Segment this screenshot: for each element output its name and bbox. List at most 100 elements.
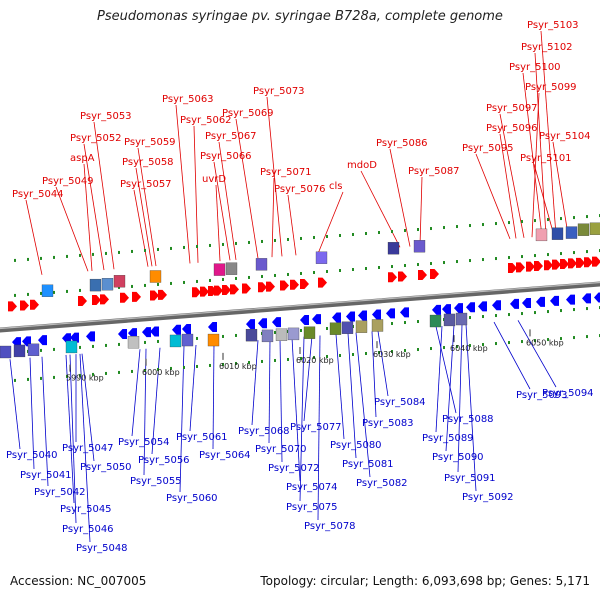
gene-feature-box	[355, 320, 368, 333]
forward-gene-arrow	[592, 256, 600, 267]
tick-dot	[105, 343, 107, 347]
tick-dot	[92, 344, 94, 348]
accession-text: Accession: NC_007005	[10, 574, 147, 588]
tick-dot	[404, 321, 406, 325]
tick-dot	[443, 261, 445, 265]
leader-line	[493, 321, 531, 390]
leader-line	[335, 334, 345, 440]
tick-dot	[469, 224, 471, 228]
tick-dot	[235, 361, 237, 365]
tick-dot	[105, 371, 107, 375]
forward-gene-arrow	[214, 285, 223, 296]
reverse-gene-arrow	[522, 297, 531, 308]
tick-dot	[261, 359, 263, 363]
gene-feature-box	[0, 345, 12, 359]
tick-dot	[79, 345, 81, 349]
tick-dot	[40, 348, 42, 352]
reverse-gene-arrow	[566, 294, 575, 305]
tick-dot	[352, 268, 354, 272]
tick-dot	[274, 273, 276, 277]
reverse-gene-arrow	[258, 318, 267, 329]
tick-dot	[495, 314, 497, 318]
leader-line	[83, 143, 105, 271]
tick-dot	[92, 252, 94, 256]
forward-gene-arrow	[534, 261, 543, 272]
tick-dot	[586, 307, 588, 311]
leader-line	[287, 194, 297, 256]
gene-feature-box	[371, 319, 384, 332]
gene-label-Psyr_5074: Psyr_5074	[286, 482, 338, 493]
tick-dot	[430, 227, 432, 231]
leader-line	[218, 141, 237, 260]
tick-dot	[222, 277, 224, 281]
forward-gene-arrow	[560, 259, 569, 270]
forward-gene-arrow	[8, 301, 17, 312]
forward-gene-arrow	[120, 292, 129, 303]
leader-line	[29, 357, 35, 470]
tick-dot	[222, 362, 224, 366]
gene-feature-box	[41, 284, 54, 297]
tick-dot	[573, 216, 575, 220]
gene-label-Psyr_5048: Psyr_5048	[76, 543, 128, 554]
tick-dot	[79, 253, 81, 257]
leader-line	[93, 121, 115, 270]
tick-dot	[274, 358, 276, 362]
tick-dot	[547, 310, 549, 314]
leader-line	[522, 72, 543, 237]
forward-gene-arrow	[418, 269, 427, 280]
genome-stats-text: Topology: circular; Length: 6,093,698 bp…	[260, 574, 590, 588]
forward-gene-arrow	[568, 258, 577, 269]
leader-line	[83, 163, 93, 271]
tick-dot	[573, 251, 575, 255]
genome-backbone	[0, 281, 600, 333]
gene-label-Psyr_5090: Psyr_5090	[432, 452, 484, 463]
gene-label-Psyr_5050: Psyr_5050	[80, 462, 132, 473]
reverse-gene-arrow	[182, 324, 191, 335]
tick-dot	[339, 268, 341, 272]
tick-dot	[352, 233, 354, 237]
gene-label-Psyr_5089: Psyr_5089	[422, 433, 474, 444]
tick-dot	[573, 336, 575, 340]
forward-gene-arrow	[552, 259, 561, 270]
gene-feature-box	[455, 312, 468, 326]
tick-dot	[391, 265, 393, 269]
gene-feature-box	[89, 278, 102, 292]
gene-label-Psyr_5063: Psyr_5063	[162, 94, 214, 105]
tick-dot	[235, 241, 237, 245]
leader-line	[179, 345, 185, 493]
tick-dot	[378, 266, 380, 270]
tick-dot	[482, 258, 484, 262]
gene-label-Psyr_5069: Psyr_5069	[222, 108, 274, 119]
tick-dot	[326, 234, 328, 238]
leader-line	[212, 343, 215, 450]
gene-feature-box	[213, 263, 226, 276]
gene-feature-box	[429, 314, 442, 328]
forward-gene-arrow	[222, 284, 231, 295]
gene-label-Psyr_5084: Psyr_5084	[374, 397, 426, 408]
leader-line	[389, 148, 411, 247]
tick-dot	[183, 245, 185, 249]
reverse-gene-arrow	[358, 310, 367, 321]
tick-dot	[157, 367, 159, 371]
gene-label-Psyr_5103: Psyr_5103	[527, 20, 579, 31]
reverse-gene-arrow	[70, 332, 79, 343]
leader-line	[435, 326, 457, 414]
gene-feature-box	[113, 275, 126, 288]
tick-dot	[14, 258, 16, 262]
gene-label-Psyr_5041: Psyr_5041	[20, 470, 72, 481]
reverse-gene-arrow	[492, 300, 501, 311]
forward-gene-arrow	[92, 294, 101, 305]
tick-dot	[118, 370, 120, 374]
leader-line	[9, 359, 21, 450]
reverse-gene-arrow	[300, 314, 309, 325]
forward-gene-arrow	[132, 291, 141, 302]
tick-dot	[404, 349, 406, 353]
tick-dot	[144, 368, 146, 372]
gene-label-Psyr_5075: Psyr_5075	[286, 502, 338, 513]
gene-label-Psyr_5082: Psyr_5082	[356, 478, 408, 489]
tick-dot	[183, 365, 185, 369]
leader-line	[499, 113, 525, 238]
scale-tick-label: 5990 kbp	[66, 374, 104, 383]
tick-dot	[40, 256, 42, 260]
